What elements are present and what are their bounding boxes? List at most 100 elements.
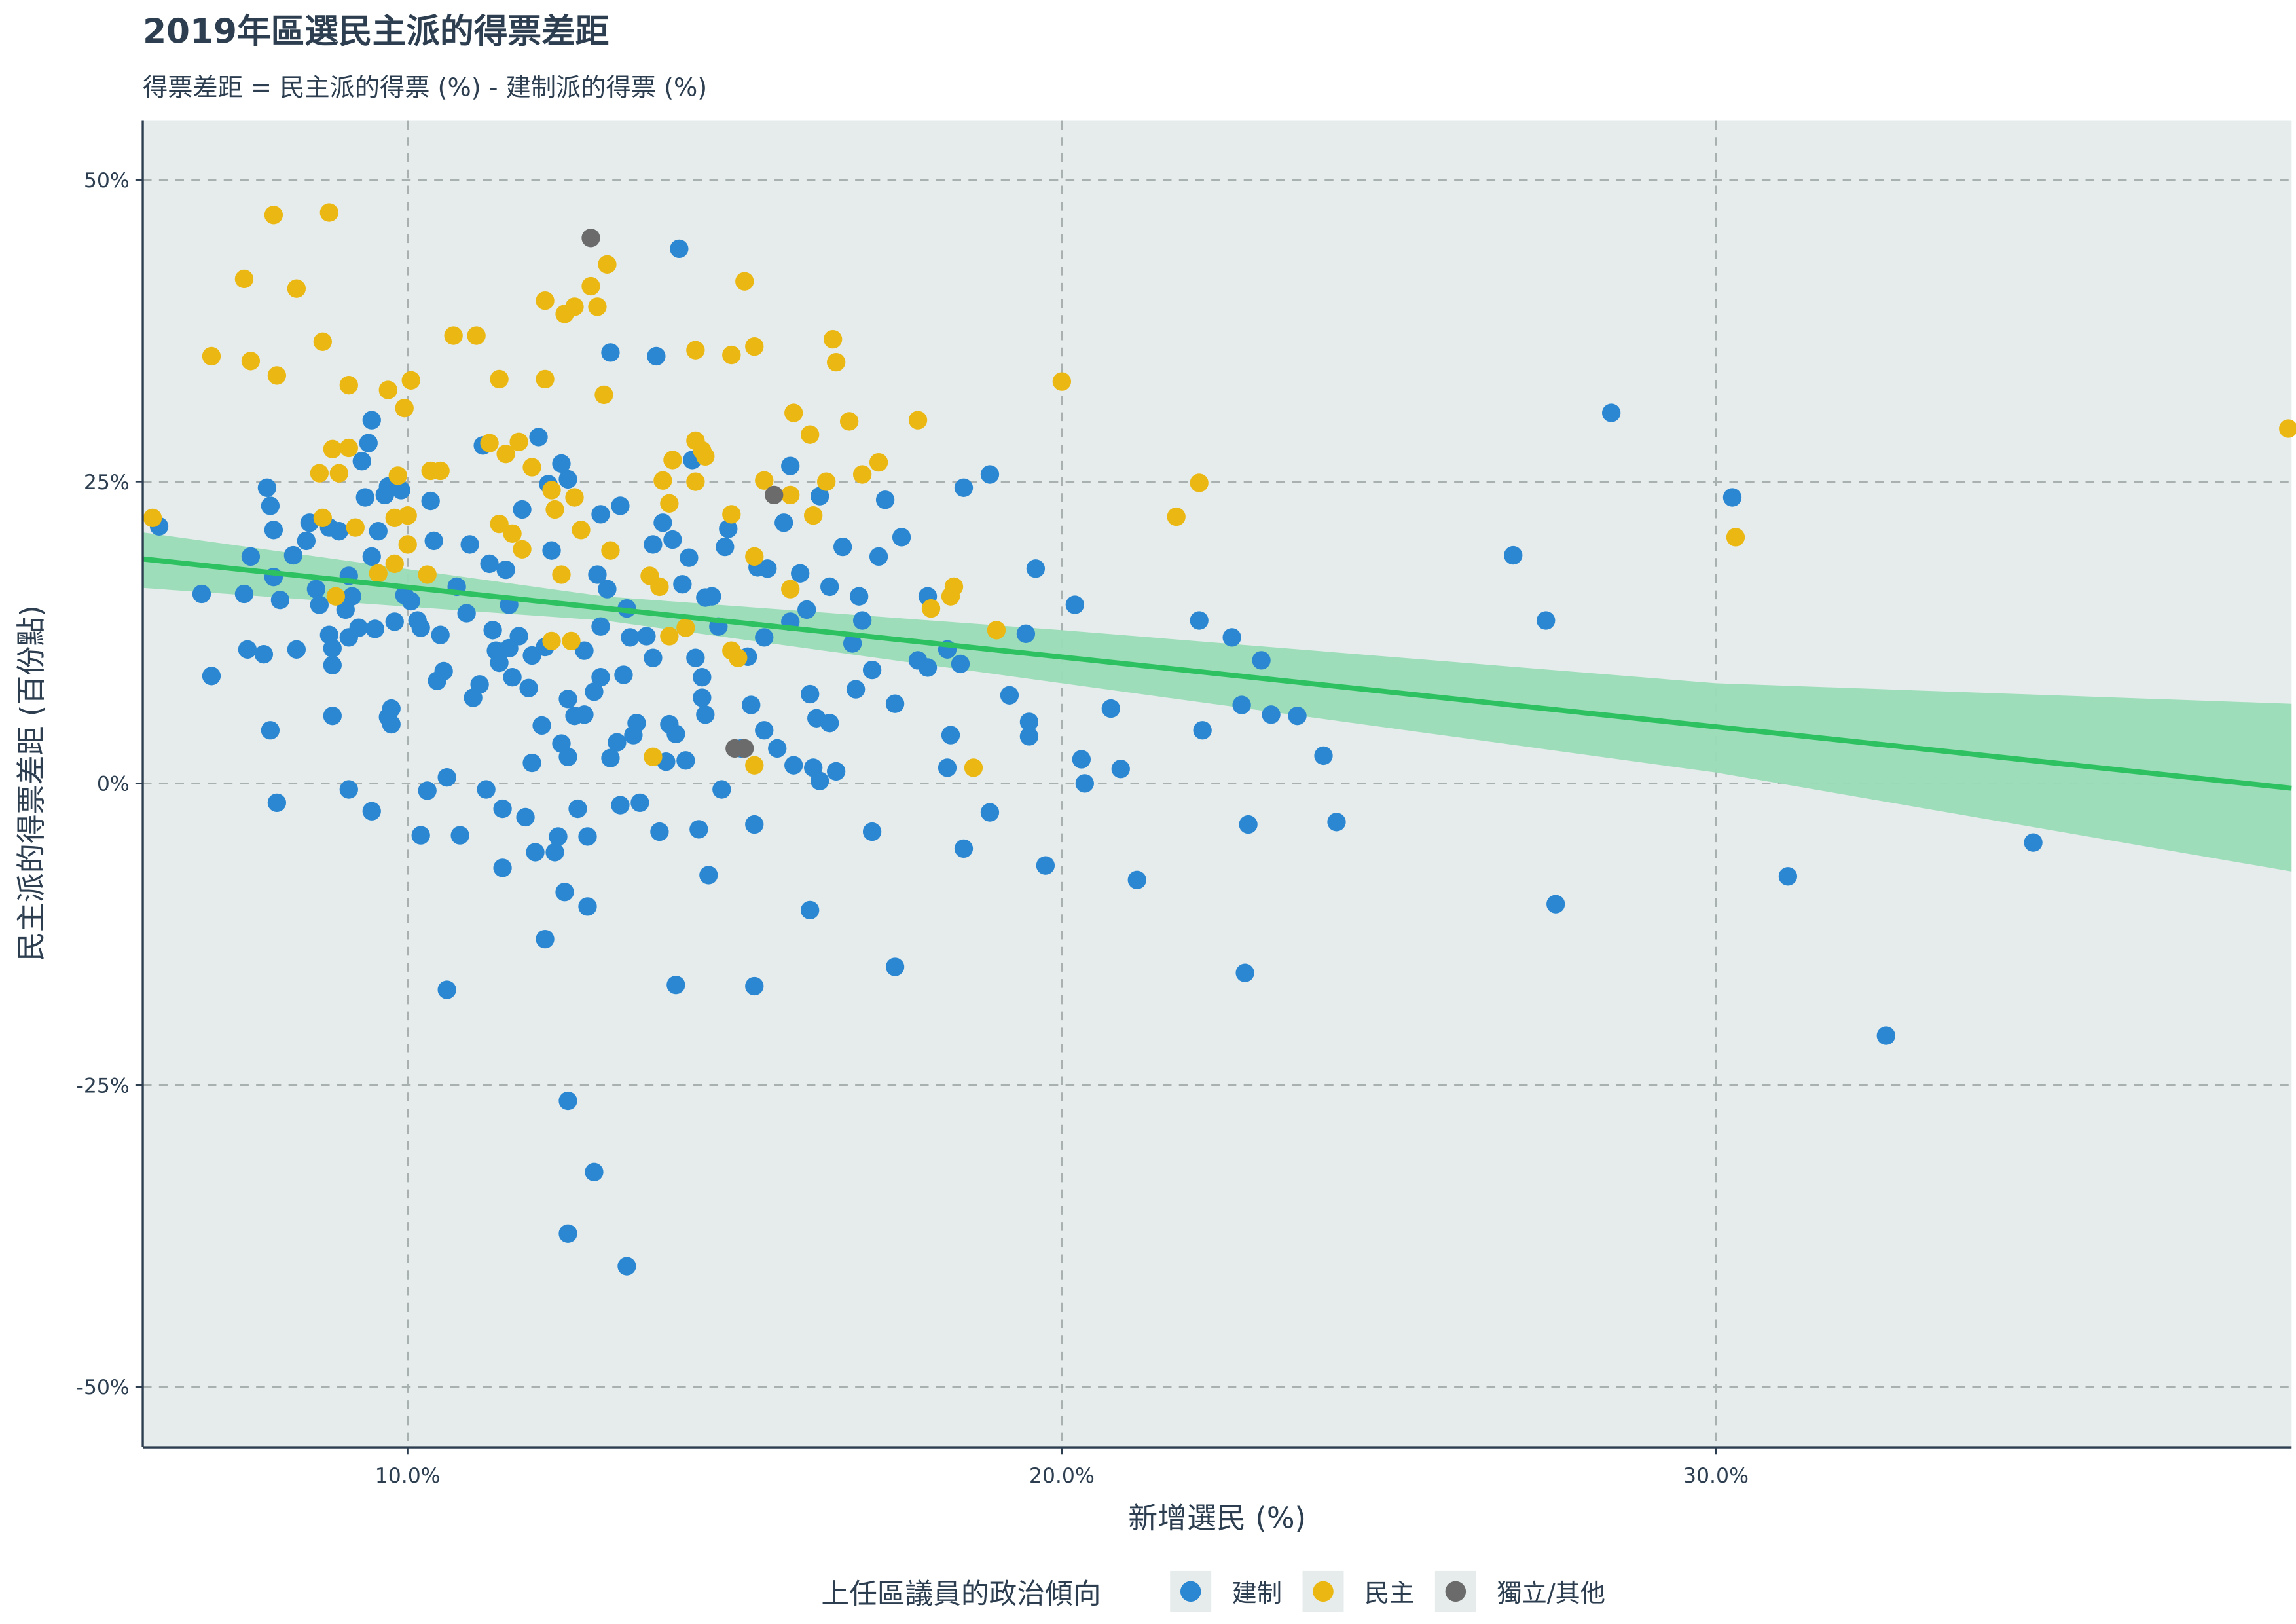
data-point (1546, 895, 1565, 913)
data-point (862, 822, 882, 841)
data-point (627, 714, 646, 733)
data-point (653, 471, 672, 490)
chart-subtitle: 得票差距 = 民主派的得票 (%) - 建制派的得票 (%) (143, 73, 707, 102)
data-point (264, 521, 283, 540)
data-point (846, 680, 866, 699)
data-point (781, 456, 800, 475)
data-point (388, 466, 407, 485)
data-point (817, 472, 836, 491)
data-point (575, 641, 594, 660)
data-point (784, 403, 803, 422)
data-point (1252, 651, 1271, 670)
data-point (401, 371, 420, 390)
data-point (585, 1162, 604, 1181)
y-tick-label: -50% (77, 1376, 130, 1399)
data-point (513, 540, 532, 559)
data-point (758, 559, 777, 578)
data-point (820, 714, 839, 733)
data-point (765, 485, 784, 505)
data-point (1778, 867, 1798, 886)
legend: 上任區議員的政治傾向 建制 民主 獨立/其他 (821, 1570, 1605, 1612)
data-point (568, 799, 587, 819)
legend-title: 上任區議員的政治傾向 (821, 1578, 1101, 1610)
data-point (594, 385, 613, 405)
data-point (1016, 624, 1036, 643)
data-point (578, 827, 597, 846)
data-point (552, 565, 571, 584)
data-point (532, 716, 551, 735)
data-point (1288, 706, 1307, 726)
data-point (980, 803, 1000, 822)
y-tick-label: 50% (84, 169, 130, 193)
data-point (362, 802, 381, 821)
data-point (490, 653, 509, 673)
data-point (823, 329, 843, 349)
data-point (411, 618, 430, 637)
data-point (601, 541, 620, 560)
legend-key-pro-establishment (1180, 1581, 1201, 1602)
data-point (608, 733, 627, 752)
data-point (980, 465, 1000, 484)
data-point (621, 628, 640, 647)
data-point (493, 799, 512, 819)
data-point (689, 820, 708, 839)
data-point (601, 343, 620, 362)
data-point (513, 500, 532, 519)
data-point (323, 638, 342, 658)
data-point (241, 352, 261, 371)
data-point (987, 621, 1006, 640)
data-point (938, 758, 957, 777)
data-point (1065, 595, 1085, 614)
trend-line-group (142, 556, 2292, 791)
data-point (650, 577, 669, 597)
data-point (2279, 419, 2296, 438)
data-point (362, 411, 381, 430)
data-point (964, 758, 983, 777)
data-point (768, 739, 787, 758)
data-point (431, 625, 450, 644)
data-point (686, 472, 705, 491)
data-point (745, 976, 764, 996)
data-point (712, 780, 731, 799)
data-point (686, 648, 705, 667)
data-point (811, 771, 829, 790)
data-point (699, 866, 718, 885)
data-point (519, 678, 538, 697)
data-point (313, 508, 332, 528)
data-point (542, 481, 561, 500)
data-point (1075, 774, 1094, 793)
data-point (509, 432, 528, 451)
data-point (536, 929, 555, 949)
data-point (1167, 507, 1186, 526)
data-point (791, 564, 810, 583)
data-point (480, 434, 499, 452)
data-point (424, 531, 443, 551)
data-point (944, 577, 964, 597)
data-point (398, 535, 417, 554)
data-point (745, 547, 764, 566)
y-tick-label: 25% (84, 471, 130, 494)
data-point (306, 580, 325, 599)
legend-label: 民主 (1364, 1579, 1414, 1608)
data-point (1036, 856, 1055, 875)
data-point (522, 458, 541, 477)
chart-title: 2019年區選民主派的得票差距 (143, 12, 609, 51)
data-point (716, 537, 735, 557)
data-point (496, 445, 515, 464)
data-point (202, 667, 221, 686)
data-point (238, 640, 257, 659)
legend-key-pro-democracy (1313, 1581, 1334, 1602)
data-point (529, 428, 548, 447)
legend-key-independent (1445, 1581, 1467, 1602)
data-point (480, 554, 499, 574)
data-point (725, 739, 744, 758)
data-point (650, 822, 669, 841)
y-tick-label: -25% (77, 1074, 130, 1098)
data-point (591, 505, 610, 524)
data-point (558, 1224, 577, 1243)
data-point (918, 658, 938, 677)
data-point (630, 793, 649, 813)
data-point (852, 611, 872, 630)
data-point (575, 705, 594, 724)
data-point (362, 547, 381, 566)
